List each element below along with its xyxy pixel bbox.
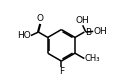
Text: F: F: [59, 67, 64, 76]
Text: OH: OH: [76, 16, 89, 25]
Text: O: O: [37, 14, 44, 23]
Text: B: B: [85, 28, 91, 37]
Text: CH₃: CH₃: [85, 54, 100, 63]
Text: HO: HO: [17, 31, 31, 40]
Text: OH: OH: [94, 27, 107, 36]
